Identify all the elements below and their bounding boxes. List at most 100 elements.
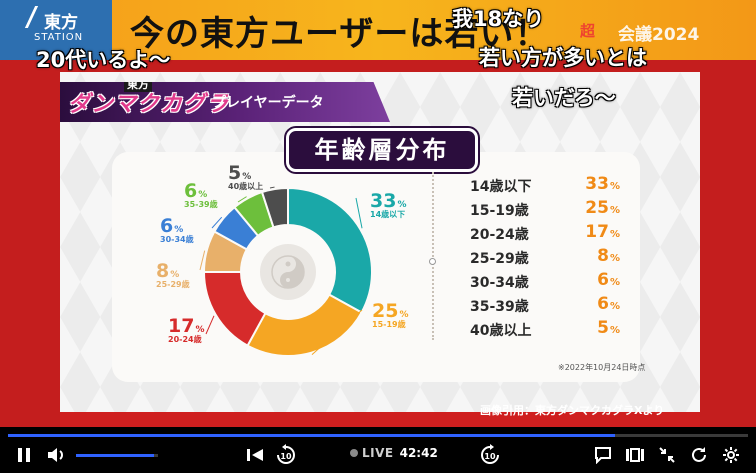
seek-bar-fill bbox=[8, 434, 615, 437]
table-row: 20-24歳 17% bbox=[470, 222, 620, 244]
chart-panel bbox=[112, 152, 640, 382]
slice-label: 25% 15-19歳 bbox=[372, 300, 408, 330]
slice-value: 6 bbox=[184, 180, 198, 202]
svg-text:10: 10 bbox=[280, 452, 292, 461]
slice-label: 6% 30-34歳 bbox=[160, 215, 194, 245]
rewind-10-icon[interactable]: 10 bbox=[274, 443, 298, 467]
age-share: 17% bbox=[585, 222, 620, 242]
seek-bar[interactable] bbox=[8, 434, 748, 437]
age-share: 33% bbox=[585, 174, 620, 194]
donut-chart bbox=[199, 186, 373, 357]
date-note: ※2022年10月24日時点 bbox=[558, 363, 646, 372]
live-indicator[interactable]: LIVE 42:42 bbox=[350, 446, 438, 460]
volume-slider[interactable] bbox=[76, 454, 158, 457]
forward-10-icon[interactable]: 10 bbox=[478, 443, 502, 467]
age-range: 14歳以下 bbox=[470, 179, 532, 195]
video-frame[interactable]: 東方 STATION 今の東方ユーザーは若い！ 超 会議2024 東方 ダンマク… bbox=[0, 0, 756, 427]
logo-top: 東方 bbox=[124, 82, 152, 92]
slice-value: 6 bbox=[160, 215, 174, 237]
age-share: 8% bbox=[597, 246, 620, 266]
brand-sub: STATION bbox=[34, 32, 84, 43]
slice-unit: % bbox=[174, 225, 184, 235]
donut-slice bbox=[287, 186, 373, 314]
comment-text: 若いだろ〜 bbox=[512, 86, 616, 110]
shrink-icon[interactable] bbox=[656, 443, 678, 467]
leader-line bbox=[211, 216, 223, 229]
age-range: 40歳以上 bbox=[470, 323, 532, 339]
slice-label: 8% 25-29歳 bbox=[156, 260, 190, 290]
pause-icon[interactable] bbox=[14, 443, 34, 467]
leader-line bbox=[199, 250, 206, 271]
table-row: 35-39歳 6% bbox=[470, 294, 620, 316]
age-range: 30-34歳 bbox=[470, 275, 529, 291]
leader-line bbox=[355, 197, 363, 229]
age-share: 6% bbox=[597, 270, 620, 290]
slice-range: 15-19歳 bbox=[372, 320, 406, 329]
brand-name: 東方 bbox=[44, 13, 78, 33]
donut-slice bbox=[246, 293, 363, 357]
skip-back-icon[interactable] bbox=[244, 443, 266, 467]
logo-subtitle: プレイヤーデータ bbox=[212, 95, 324, 111]
leader-line bbox=[205, 315, 215, 335]
slice-value: 8 bbox=[156, 260, 170, 282]
donut-slice bbox=[260, 186, 289, 229]
age-range: 20-24歳 bbox=[470, 227, 529, 243]
slice-label: 6% 35-39歳 bbox=[184, 180, 218, 210]
settings-icon[interactable] bbox=[720, 443, 742, 467]
comment-icon[interactable] bbox=[592, 443, 614, 467]
age-range: 35-39歳 bbox=[470, 299, 529, 315]
theater-icon[interactable] bbox=[624, 443, 646, 467]
slice-range: 40歳以上 bbox=[228, 182, 264, 191]
slice-range: 30-34歳 bbox=[160, 235, 194, 244]
chart-title: 年齢層分布 bbox=[286, 128, 478, 172]
current-time: 42:42 bbox=[399, 446, 438, 460]
event-label: 会議2024 bbox=[618, 25, 700, 45]
slice-range: 25-29歳 bbox=[156, 280, 190, 289]
volume-icon[interactable] bbox=[44, 443, 68, 467]
game-logo-band: 東方 ダンマクカグラ プレイヤーデータ bbox=[60, 82, 390, 122]
leader-line bbox=[269, 186, 275, 189]
slice-range: 35-39歳 bbox=[184, 200, 218, 209]
slice-label: 33% 14歳以下 bbox=[370, 190, 406, 220]
leader-line bbox=[237, 196, 247, 203]
svg-text:10: 10 bbox=[484, 452, 496, 461]
slice-value: 33 bbox=[370, 190, 397, 212]
comment-text: 20代いるよ〜 bbox=[36, 48, 171, 72]
table-row: 40歳以上 5% bbox=[470, 318, 620, 340]
slice-label: 17% 20-24歳 bbox=[168, 315, 204, 345]
table-row: 25-29歳 8% bbox=[470, 246, 620, 268]
slice-unit: % bbox=[399, 310, 409, 320]
live-dot bbox=[350, 449, 358, 457]
age-share: 5% bbox=[597, 318, 620, 338]
live-label: LIVE bbox=[362, 446, 394, 460]
volume-fill bbox=[76, 454, 154, 457]
slice-value: 17 bbox=[168, 315, 195, 337]
age-range: 15-19歳 bbox=[470, 203, 529, 219]
slice-range: 20-24歳 bbox=[168, 335, 202, 344]
banner-title: 今の東方ユーザーは若い！ bbox=[130, 14, 550, 54]
slide-background: 東方 ダンマクカグラ プレイヤーデータ 年齢層分布 33% 14歳以下 25% 15-… bbox=[60, 72, 700, 412]
slide: 東方 ダンマクカグラ プレイヤーデータ 年齢層分布 33% 14歳以下 25% 15-… bbox=[60, 72, 700, 427]
comment-text: 我18なり bbox=[452, 7, 545, 31]
channel-logo: 東方 STATION bbox=[0, 0, 112, 60]
game-logo: ダンマクカグラ bbox=[68, 92, 230, 117]
table-row: 15-19歳 25% bbox=[470, 198, 620, 220]
comment-text: 若い方が多いとは bbox=[479, 46, 647, 70]
top-banner: 東方 STATION 今の東方ユーザーは若い！ 超 会議2024 bbox=[0, 0, 756, 60]
slice-unit: % bbox=[170, 270, 180, 280]
table-row: 14歳以下 33% bbox=[470, 174, 620, 196]
age-share: 25% bbox=[585, 198, 620, 218]
table-row: 30-34歳 6% bbox=[470, 270, 620, 292]
slice-unit: % bbox=[242, 172, 252, 182]
age-range: 25-29歳 bbox=[470, 251, 529, 267]
image-credit: 画像引用：東方ダンマクカグラXより bbox=[480, 404, 665, 417]
slice-unit: % bbox=[198, 190, 208, 200]
age-share: 6% bbox=[597, 294, 620, 314]
slice-unit: % bbox=[397, 200, 407, 210]
yin-yang-icon bbox=[260, 244, 316, 300]
event-keyword: 超 bbox=[580, 22, 596, 40]
slice-value: 25 bbox=[372, 300, 399, 322]
reload-icon[interactable] bbox=[688, 443, 710, 467]
slice-unit: % bbox=[195, 325, 205, 335]
divider-dot bbox=[429, 258, 436, 265]
